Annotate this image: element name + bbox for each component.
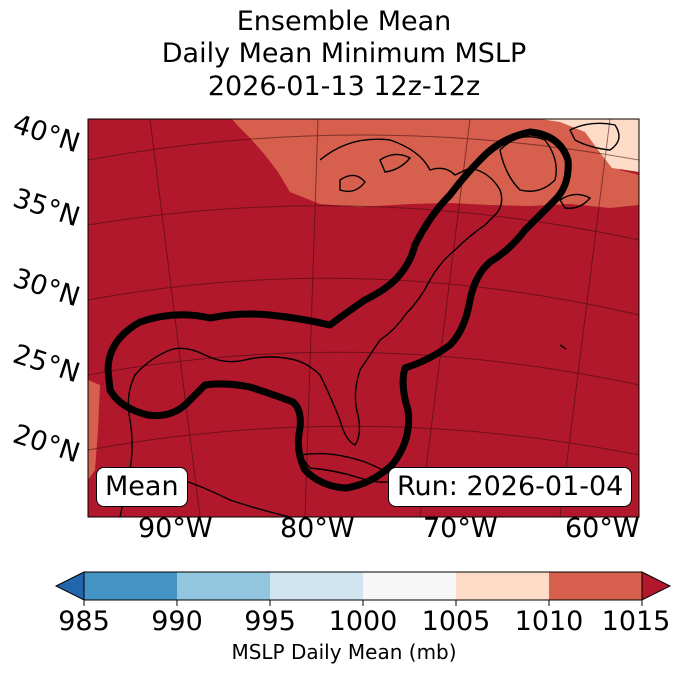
colorbar-tick-1010: 1010 xyxy=(514,606,584,637)
run-label-box: Run: 2026-01-04 xyxy=(388,467,633,507)
title-line-1: Ensemble Mean xyxy=(236,6,452,37)
title-line-2: Daily Mean Minimum MSLP xyxy=(161,38,527,69)
lon-label-90w: 90°W xyxy=(138,513,213,544)
colorbar-tick-1005: 1005 xyxy=(421,606,491,637)
lon-label-80w: 80°W xyxy=(280,513,355,544)
coastlines xyxy=(119,122,620,517)
colorbar-tick-990: 990 xyxy=(151,606,203,637)
colorbar-bin-1000 xyxy=(363,572,456,600)
lon-label-60w: 60°W xyxy=(565,513,640,544)
mean-contour xyxy=(104,128,572,492)
colorbar-tick-985: 985 xyxy=(58,606,110,637)
colorbar-label: MSLP Daily Mean (mb) xyxy=(231,640,457,664)
colorbar-over-arrow xyxy=(641,571,672,601)
mean-label-box: Mean xyxy=(96,467,188,507)
colorbar-bin-985 xyxy=(84,572,177,600)
colorbar-bin-1005 xyxy=(456,572,549,600)
colorbar-bin-995 xyxy=(270,572,363,600)
lon-label-70w: 70°W xyxy=(423,513,498,544)
colorbar-under-arrow xyxy=(54,571,85,601)
pressure-field-1010-sw xyxy=(88,380,100,480)
pressure-field-1005 xyxy=(540,119,639,172)
title-line-3: 2026-01-13 12z-12z xyxy=(207,71,481,102)
colorbar-tick-995: 995 xyxy=(244,606,296,637)
pressure-field-1010 xyxy=(232,119,639,208)
colorbar-tick-1000: 1000 xyxy=(328,606,398,637)
colorbar-tick-1015: 1015 xyxy=(601,606,671,637)
map-frame xyxy=(87,118,640,518)
colorbar-bin-1010 xyxy=(549,572,642,600)
map-area xyxy=(88,119,639,517)
colorbar xyxy=(54,571,672,606)
colorbar-bin-990 xyxy=(177,572,270,600)
